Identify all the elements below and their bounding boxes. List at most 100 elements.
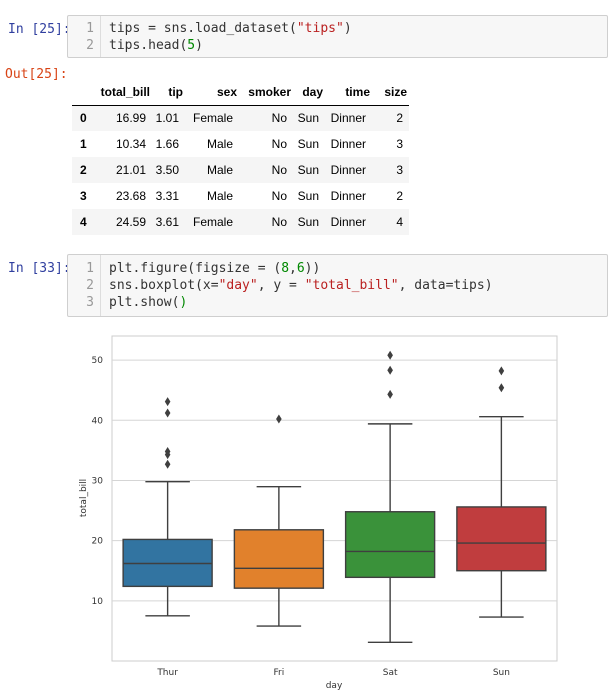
column-header: time xyxy=(325,79,372,105)
table-cell: No xyxy=(239,157,293,183)
table-cell: 16.99 xyxy=(96,105,152,131)
box-body xyxy=(234,530,323,588)
line-number-gutter: 1 2 3 xyxy=(68,255,101,316)
column-header: sex xyxy=(185,79,239,105)
x-axis-label: day xyxy=(326,681,343,691)
table-cell: 3.31 xyxy=(152,183,185,209)
line-number: 2 xyxy=(74,38,94,53)
code-line: plt.figure(figsize = (8,6)) xyxy=(109,261,320,276)
table-cell: 2 xyxy=(372,105,409,131)
y-tick-label: 20 xyxy=(92,537,104,547)
table-cell: No xyxy=(239,209,293,235)
table-cell: Sun xyxy=(293,183,325,209)
code-line: sns.boxplot(x="day", y = "total_bill", d… xyxy=(109,278,493,293)
code-token: 8 xyxy=(281,261,289,276)
table-cell: Female xyxy=(185,209,239,235)
column-header: total_bill xyxy=(96,79,152,105)
code-cell-input[interactable]: 1 2 tips = sns.load_dataset("tips") tips… xyxy=(67,15,608,58)
table-cell: 23.68 xyxy=(96,183,152,209)
code-line: plt.show() xyxy=(109,295,187,310)
table-cell: 3 xyxy=(372,131,409,157)
table-cell: 1.01 xyxy=(152,105,185,131)
code-token: 5 xyxy=(187,38,195,53)
code-token: "tips" xyxy=(297,21,344,36)
table-row: 0 16.99 1.01 Female No Sun Dinner 2 xyxy=(72,105,409,131)
table-row: 3 23.68 3.31 Male No Sun Dinner 2 xyxy=(72,183,409,209)
code-token: "day" xyxy=(219,278,258,293)
plot-area xyxy=(112,336,557,661)
row-index: 0 xyxy=(72,105,96,131)
row-index: 2 xyxy=(72,157,96,183)
y-tick-label: 10 xyxy=(92,597,104,607)
x-tick-label: Fri xyxy=(274,668,285,678)
table-cell: 3.50 xyxy=(152,157,185,183)
table-cell: 24.59 xyxy=(96,209,152,235)
code-token: tips.head( xyxy=(109,38,187,53)
code-line: tips.head(5) xyxy=(109,38,203,53)
row-index: 3 xyxy=(72,183,96,209)
code-token: "total_bill" xyxy=(305,278,399,293)
code-token: tips = sns.load_dataset( xyxy=(109,21,297,36)
box-body xyxy=(457,507,546,571)
y-tick-label: 50 xyxy=(92,356,104,366)
code-token: )) xyxy=(305,261,321,276)
line-number-gutter: 1 2 xyxy=(68,16,101,57)
table-cell: Female xyxy=(185,105,239,131)
table-cell: No xyxy=(239,183,293,209)
table-cell: 21.01 xyxy=(96,157,152,183)
table-cell: Dinner xyxy=(325,183,372,209)
input-prompt: In [25]: xyxy=(8,22,71,37)
code-token: 6 xyxy=(297,261,305,276)
code-cell-input[interactable]: 1 2 3 plt.figure(figsize = (8,6)) sns.bo… xyxy=(67,254,608,317)
y-axis-label: total_bill xyxy=(79,479,89,517)
table-header-row: total_bill tip sex smoker day time size xyxy=(72,79,409,105)
column-header: smoker xyxy=(239,79,293,105)
input-prompt: In [33]: xyxy=(8,261,71,276)
table-row: 1 10.34 1.66 Male No Sun Dinner 3 xyxy=(72,131,409,157)
code-line: tips = sns.load_dataset("tips") xyxy=(109,21,352,36)
table-cell: 4 xyxy=(372,209,409,235)
code-token: ) xyxy=(344,21,352,36)
table-cell: 10.34 xyxy=(96,131,152,157)
table-row: 4 24.59 3.61 Female No Sun Dinner 4 xyxy=(72,209,409,235)
code-token: plt.figure(figsize = ( xyxy=(109,261,281,276)
column-header: size xyxy=(372,79,409,105)
table-cell: Sun xyxy=(293,131,325,157)
column-header: tip xyxy=(152,79,185,105)
line-number: 2 xyxy=(74,278,94,293)
table-cell: 3 xyxy=(372,157,409,183)
line-number: 1 xyxy=(74,261,94,276)
y-tick-label: 30 xyxy=(92,476,104,486)
code-token: ) xyxy=(179,295,187,310)
table-cell: Dinner xyxy=(325,209,372,235)
table-cell: Dinner xyxy=(325,157,372,183)
table-cell: 3.61 xyxy=(152,209,185,235)
table-cell: Sun xyxy=(293,157,325,183)
box-body xyxy=(346,512,435,578)
row-index: 4 xyxy=(72,209,96,235)
y-tick-label: 40 xyxy=(92,416,104,426)
dataframe-table: total_bill tip sex smoker day time size 0 16.99… xyxy=(72,79,409,235)
code-token: , xyxy=(289,261,297,276)
table-cell: Male xyxy=(185,131,239,157)
table-cell: Sun xyxy=(293,105,325,131)
table-cell: Dinner xyxy=(325,105,372,131)
table-cell: No xyxy=(239,131,293,157)
line-number: 1 xyxy=(74,21,94,36)
table-cell: Sun xyxy=(293,209,325,235)
table-cell: No xyxy=(239,105,293,131)
column-header: day xyxy=(293,79,325,105)
code-token: plt.show( xyxy=(109,295,179,310)
table-cell: Dinner xyxy=(325,131,372,157)
x-tick-label: Sat xyxy=(383,668,398,678)
table-cell: Male xyxy=(185,157,239,183)
table-row: 2 21.01 3.50 Male No Sun Dinner 3 xyxy=(72,157,409,183)
table-cell: Male xyxy=(185,183,239,209)
output-prompt: Out[25]: xyxy=(5,67,68,82)
boxplot-chart: 10 20 30 40 50 Thur Fri Sat Sun day total_bill xyxy=(70,330,570,695)
table-cell: 2 xyxy=(372,183,409,209)
row-index: 1 xyxy=(72,131,96,157)
code-token: ) xyxy=(195,38,203,53)
column-header xyxy=(72,79,96,105)
x-tick-label: Sun xyxy=(493,668,510,678)
